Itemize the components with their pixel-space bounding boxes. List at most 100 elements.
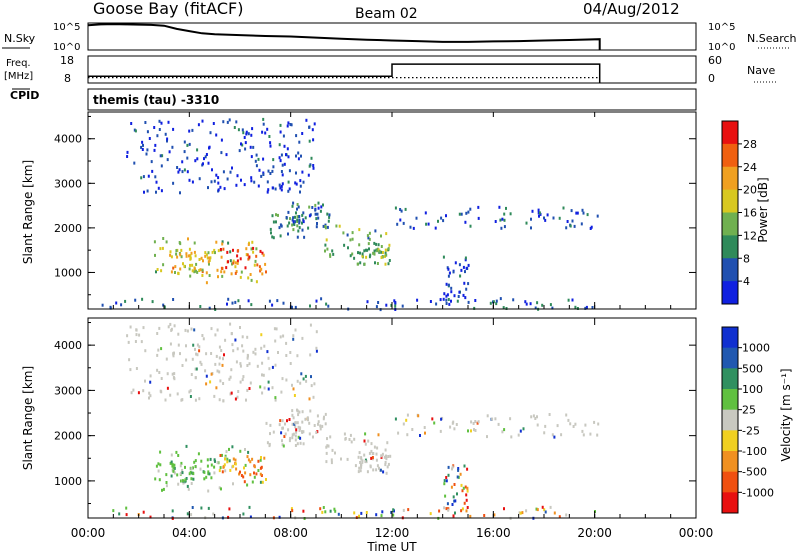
echo-cell bbox=[263, 386, 266, 390]
echo-cell bbox=[372, 251, 375, 255]
echo-cell bbox=[269, 423, 272, 427]
echo-cell bbox=[193, 250, 196, 254]
echo-cell bbox=[375, 513, 378, 517]
echo-cell bbox=[120, 303, 123, 307]
echo-cell bbox=[374, 229, 377, 233]
echo-cell bbox=[205, 253, 208, 257]
echo-cell bbox=[141, 148, 144, 151]
echo-cell bbox=[360, 511, 363, 515]
echo-cell bbox=[317, 420, 320, 424]
echo-cell bbox=[308, 397, 311, 401]
echo-cell bbox=[429, 512, 432, 516]
echo-cell bbox=[288, 221, 291, 225]
echo-cell bbox=[291, 409, 294, 413]
echo-cell bbox=[534, 417, 537, 420]
echo-cell bbox=[302, 377, 305, 381]
echo-cell bbox=[163, 305, 166, 309]
echo-cell bbox=[229, 322, 232, 326]
echo-cell bbox=[247, 450, 250, 454]
echo-cell bbox=[296, 421, 299, 425]
echo-cell bbox=[130, 122, 133, 125]
echo-cell bbox=[205, 382, 208, 386]
echo-cell bbox=[581, 429, 584, 433]
echo-cell bbox=[596, 214, 599, 218]
echo-cell bbox=[521, 511, 524, 515]
echo-cell bbox=[317, 201, 320, 205]
echo-cell bbox=[299, 179, 302, 183]
echo-cell bbox=[584, 306, 587, 310]
echo-cell bbox=[357, 455, 360, 459]
echo-cell bbox=[276, 299, 279, 303]
echo-cell bbox=[198, 258, 201, 261]
echo-cell bbox=[231, 262, 233, 266]
echo-cell bbox=[537, 208, 540, 212]
echo-cell bbox=[409, 225, 412, 229]
echo-cell bbox=[445, 282, 448, 286]
x-axis-label: Time UT bbox=[366, 540, 417, 554]
echo-cell bbox=[390, 303, 393, 307]
echo-cell bbox=[570, 209, 573, 213]
echo-cell bbox=[445, 479, 448, 483]
echo-cell bbox=[259, 458, 262, 462]
echo-cell bbox=[465, 266, 468, 270]
echo-cell bbox=[328, 213, 331, 217]
y-tick-label: 2000 bbox=[54, 430, 82, 443]
echo-cell bbox=[235, 183, 238, 187]
echo-cell bbox=[367, 242, 370, 246]
echo-cell bbox=[194, 367, 197, 371]
echo-cell bbox=[232, 464, 235, 468]
echo-cell bbox=[302, 220, 305, 224]
echo-cell bbox=[466, 489, 469, 493]
echo-cell bbox=[351, 237, 354, 241]
echo-cell bbox=[565, 513, 568, 517]
echo-cell bbox=[254, 259, 257, 263]
echo-cell bbox=[249, 145, 252, 149]
echo-cell bbox=[254, 347, 257, 351]
echo-cell bbox=[353, 437, 356, 441]
echo-cell bbox=[204, 251, 207, 255]
echo-cell bbox=[166, 139, 168, 143]
echo-cell bbox=[590, 225, 593, 229]
echo-cell bbox=[245, 253, 248, 257]
echo-cell bbox=[381, 510, 384, 514]
echo-cell bbox=[220, 266, 223, 270]
echo-cell bbox=[388, 259, 391, 262]
echo-cell bbox=[250, 179, 253, 183]
echo-cell bbox=[182, 481, 185, 485]
echo-cell bbox=[381, 255, 384, 259]
echo-cell bbox=[125, 506, 128, 510]
echo-cell bbox=[296, 379, 299, 383]
echo-cell bbox=[388, 243, 391, 247]
echo-cell bbox=[201, 119, 204, 123]
echo-cell bbox=[242, 349, 245, 353]
echo-cell bbox=[367, 439, 370, 443]
echo-cell bbox=[205, 352, 208, 356]
echo-cell bbox=[264, 262, 267, 266]
echo-cell bbox=[437, 219, 439, 223]
echo-cell bbox=[446, 502, 449, 506]
echo-cell bbox=[219, 454, 222, 457]
echo-cell bbox=[324, 422, 327, 426]
echo-cell bbox=[154, 175, 157, 179]
echo-cell bbox=[236, 347, 239, 351]
echo-cell bbox=[170, 255, 173, 259]
echo-cell bbox=[252, 350, 255, 354]
echo-cell bbox=[503, 428, 506, 432]
echo-cell bbox=[115, 301, 118, 305]
colorbar-segment bbox=[722, 189, 738, 213]
echo-cell bbox=[346, 233, 349, 237]
echo-cell bbox=[596, 433, 599, 437]
echo-cell bbox=[281, 439, 283, 443]
echo-cell bbox=[265, 421, 268, 425]
echo-cell bbox=[239, 275, 242, 279]
echo-cell bbox=[380, 250, 383, 254]
echo-cell bbox=[211, 168, 213, 172]
echo-cell bbox=[253, 465, 256, 469]
colorbar-segment bbox=[722, 281, 738, 305]
colorbar-segment bbox=[722, 121, 738, 145]
echo-cell bbox=[330, 461, 333, 465]
echo-cell bbox=[193, 241, 196, 245]
echo-cell bbox=[544, 218, 547, 222]
echo-cell bbox=[144, 379, 146, 383]
echo-cell bbox=[329, 254, 332, 258]
